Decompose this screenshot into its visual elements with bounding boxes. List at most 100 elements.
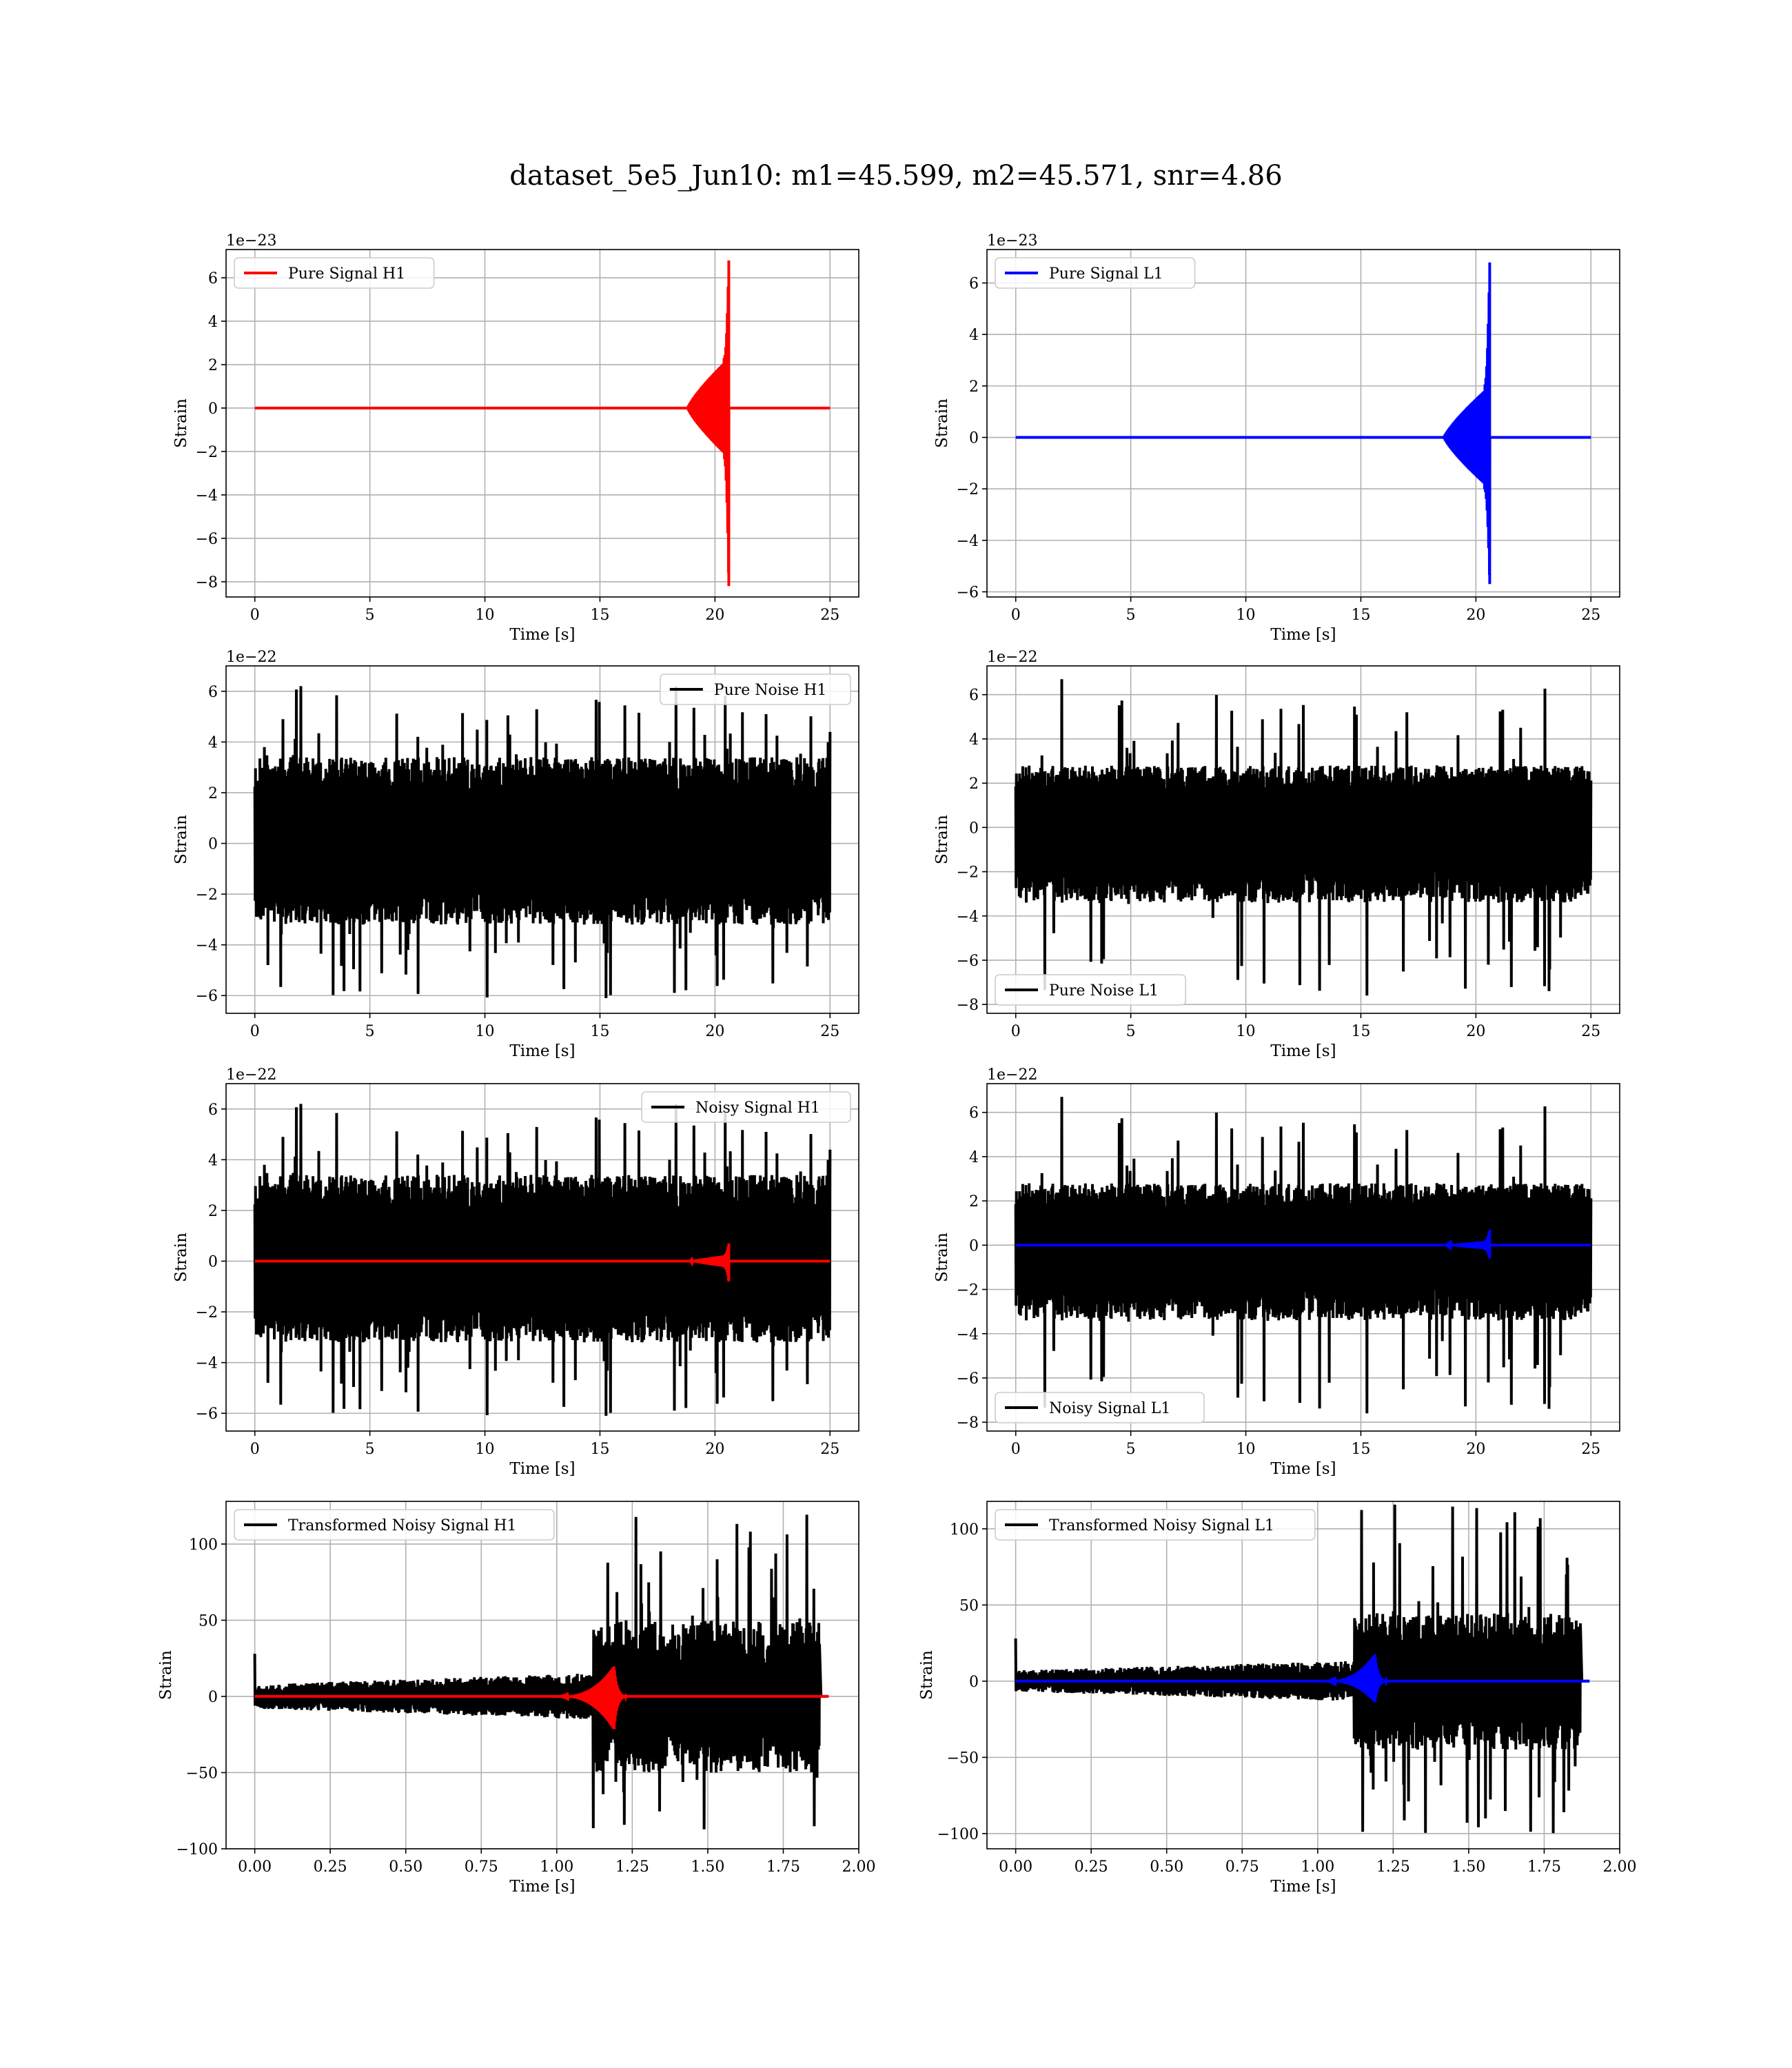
y-tick-label: −6: [196, 988, 218, 1005]
x-tick-label: 0.00: [999, 1858, 1032, 1876]
y-tick-label: 100: [189, 1537, 218, 1554]
plot-area: [1014, 1504, 1590, 1834]
y-tick-label: −4: [196, 937, 218, 955]
legend: Pure Noise L1: [995, 974, 1187, 1006]
y-tick-label: −50: [186, 1765, 218, 1782]
y-offset-text: 1e−23: [226, 232, 276, 250]
series-line-pure-signal-l1: [1015, 262, 1591, 585]
x-tick-label: 5: [365, 1023, 375, 1040]
legend: Transformed Noisy Signal L1: [995, 1509, 1316, 1541]
axes-frame: [225, 1501, 859, 1849]
y-tick-label: −6: [957, 953, 979, 970]
y-offset-text: 1e−22: [987, 649, 1037, 666]
x-axis-label: Time [s]: [1270, 1042, 1336, 1060]
y-tick-label: −8: [196, 574, 218, 591]
legend-label: Pure Signal H1: [288, 265, 405, 283]
x-tick-label: 5: [365, 1441, 375, 1458]
y-axis-label: Strain: [172, 1233, 190, 1282]
y-tick-label: −6: [957, 1370, 979, 1388]
x-tick-label: 0.75: [1225, 1858, 1259, 1876]
x-tick-label: 20: [1466, 1023, 1485, 1040]
y-tick-label: −100: [937, 1826, 979, 1843]
legend-label: Transformed Noisy Signal L1: [1049, 1517, 1274, 1534]
y-tick-label: 2: [969, 378, 979, 396]
y-tick-label: 0: [208, 836, 218, 853]
y-tick-label: 4: [208, 1152, 218, 1169]
x-tick-label: 25: [820, 1023, 839, 1040]
y-tick-label: −6: [196, 531, 218, 548]
x-axis-label: Time [s]: [509, 1878, 575, 1896]
x-tick-label: 10: [476, 1441, 495, 1458]
plot-area: [254, 260, 831, 587]
x-tick-label: 5: [365, 607, 375, 624]
y-tick-label: −4: [957, 909, 979, 926]
y-tick-label: −2: [957, 481, 979, 498]
series-line-noisy-signal-l1-overlay-1: [1015, 1229, 1591, 1259]
y-tick-label: 2: [969, 1193, 979, 1210]
y-tick-label: −50: [947, 1750, 979, 1767]
x-tick-label: 10: [476, 607, 495, 624]
x-tick-label: 1.00: [1301, 1858, 1334, 1876]
x-axis-label: Time [s]: [1270, 626, 1336, 644]
x-tick-label: 0: [250, 607, 260, 624]
x-tick-label: 0: [1011, 1023, 1021, 1040]
y-axis-label: Strain: [172, 398, 190, 448]
series-line-pure-noise-h1: [253, 686, 832, 998]
legend-label: Pure Signal L1: [1049, 265, 1163, 283]
x-tick-label: 1.00: [540, 1858, 573, 1876]
x-tick-label: 15: [590, 1023, 609, 1040]
legend-label: Transformed Noisy Signal H1: [288, 1517, 517, 1534]
y-tick-label: 6: [969, 1105, 979, 1122]
legend: Noisy Signal L1: [995, 1392, 1205, 1423]
legend: Pure Noise H1: [659, 673, 851, 705]
subplot-noisy-signal-l1: 0 5 10 15 20 25 −8 −6 −4 −2 0 2 4 6 Time [s] Strain 1e−2…: [933, 1066, 1620, 1478]
y-tick-label: 2: [208, 357, 218, 374]
x-tick-label: 20: [1466, 607, 1485, 624]
series-line-transformed-noisy-signal-l1: [1014, 1504, 1590, 1834]
x-tick-label: 1.25: [615, 1858, 649, 1876]
x-tick-label: 0: [250, 1441, 260, 1458]
x-tick-label: 10: [1236, 1023, 1256, 1040]
x-axis-label: Time [s]: [1270, 1460, 1336, 1478]
y-axis-label: Strain: [157, 1650, 175, 1700]
legend-label: Noisy Signal L1: [1049, 1400, 1170, 1417]
x-tick-label: 0.50: [1150, 1858, 1183, 1876]
y-axis-label: Strain: [933, 398, 951, 448]
y-tick-label: 2: [969, 776, 979, 793]
plot-area: [1015, 262, 1591, 585]
x-tick-label: 5: [1126, 1441, 1136, 1458]
axes-frame: [986, 249, 1620, 598]
legend-box: [995, 1392, 1205, 1423]
x-axis-label: Time [s]: [1270, 1878, 1336, 1896]
axes-frame: [986, 1501, 1620, 1849]
y-tick-label: 2: [208, 785, 218, 802]
y-tick-label: 0: [208, 1689, 218, 1706]
x-tick-label: 0: [1011, 607, 1021, 624]
series-line-transformed-noisy-signal-h1-overlay-1: [254, 1666, 829, 1730]
series-line-noisy-signal-h1-overlay-1: [254, 1243, 831, 1281]
y-tick-label: −8: [957, 997, 979, 1014]
y-tick-label: −4: [196, 487, 218, 505]
y-tick-label: 0: [969, 1674, 979, 1691]
x-tick-label: 20: [705, 1023, 724, 1040]
x-tick-label: 1.75: [1527, 1858, 1561, 1876]
y-tick-label: 6: [208, 270, 218, 287]
y-tick-label: 0: [969, 1237, 979, 1255]
y-tick-label: −2: [957, 864, 979, 882]
y-tick-label: −8: [957, 1415, 979, 1432]
figure-title: dataset_5e5_Jun10: m1=45.599, m2=45.571,…: [509, 160, 1282, 192]
plot-area: [253, 1104, 832, 1416]
x-axis-label: Time [s]: [509, 1042, 575, 1060]
x-tick-label: 10: [476, 1023, 495, 1040]
plot-area: [1014, 1097, 1593, 1414]
x-tick-label: 25: [820, 1441, 839, 1458]
x-tick-label: 10: [1236, 607, 1256, 624]
x-tick-label: 0.75: [465, 1858, 498, 1876]
y-tick-label: 4: [969, 1149, 979, 1166]
x-tick-label: 1.25: [1376, 1858, 1410, 1876]
series-line-noisy-signal-h1: [253, 1104, 832, 1416]
y-tick-label: −6: [957, 585, 979, 602]
x-tick-label: 0: [250, 1023, 260, 1040]
x-tick-label: 25: [1581, 607, 1600, 624]
